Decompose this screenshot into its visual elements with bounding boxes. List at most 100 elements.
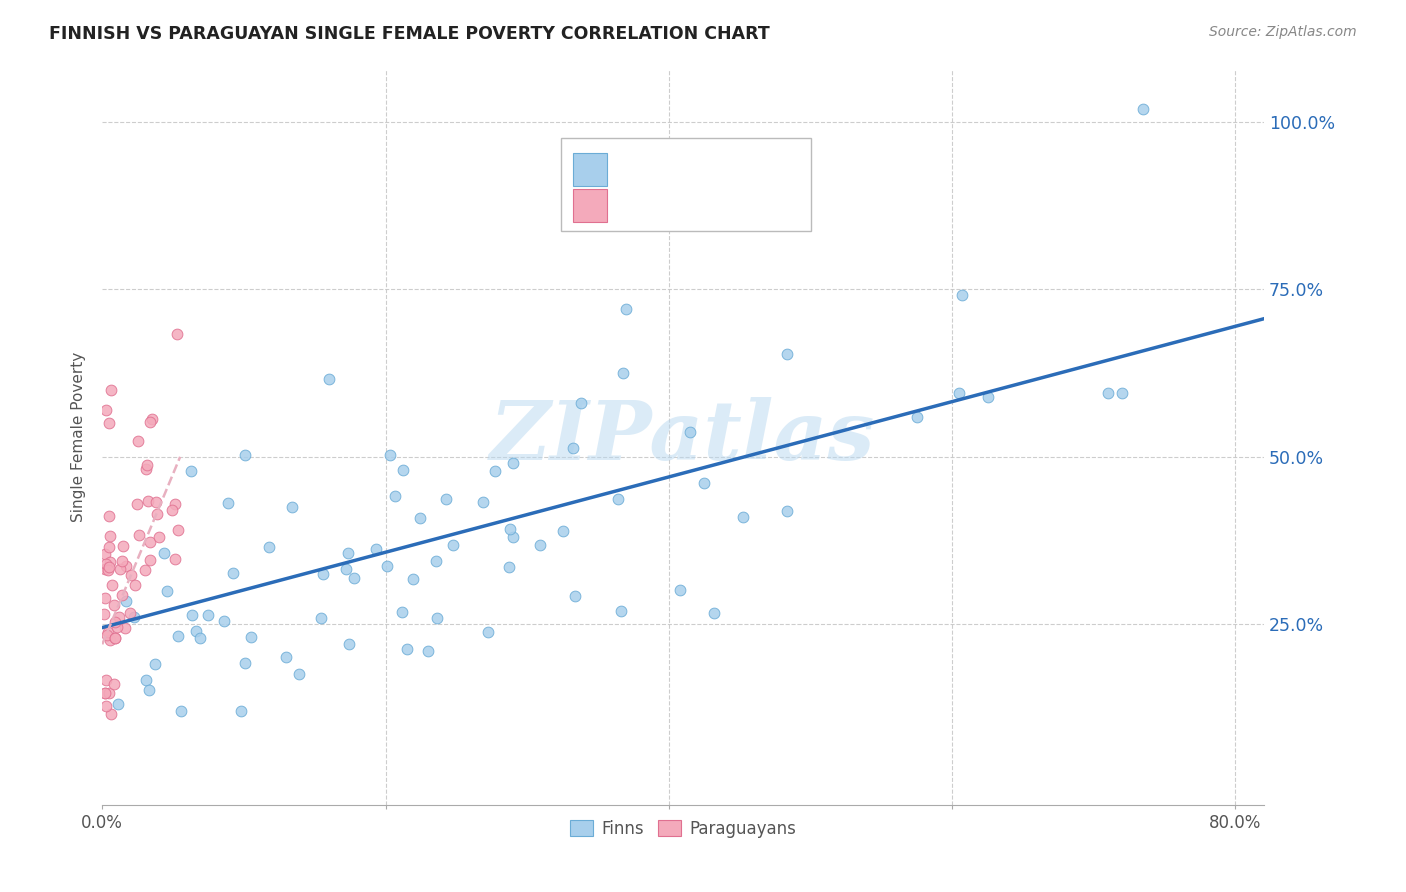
Point [499,522,522,536]
Point [97,563,120,577]
Point [139,415,162,429]
Point [146,508,169,522]
Point [409,511,432,525]
Point [318,372,340,386]
Point [93,562,115,576]
Point [391,605,413,619]
Point [122,610,145,624]
Point [128,528,150,542]
Point [96,673,118,687]
Point [127,434,149,449]
Point [136,458,159,472]
Point [335,562,357,576]
Point [257,540,280,554]
Point [776,503,799,517]
Point [115,593,138,607]
Point [498,560,520,574]
Point [366,541,388,556]
Point [166,629,188,643]
Point [441,538,464,552]
Point [551,524,574,538]
Point [167,523,190,537]
Point [229,704,252,718]
Point [776,347,799,361]
Point [104,615,127,629]
Point [143,657,166,672]
FancyBboxPatch shape [572,153,607,186]
Point [98,528,121,542]
Point [905,409,928,424]
Point [337,546,360,560]
Point [111,539,134,553]
Point [977,390,1000,404]
Point [425,553,447,567]
Point [669,583,692,598]
Point [94,686,117,700]
Point [564,589,586,603]
Point [529,538,551,552]
Point [114,621,136,635]
Point [111,588,134,602]
Point [309,611,332,625]
Point [107,697,129,711]
Point [94,686,117,700]
Point [96,628,118,642]
Text: N = 77: N = 77 [730,157,797,175]
Point [93,607,115,621]
Point [152,546,174,560]
Point [312,567,335,582]
Point [98,555,121,569]
Point [950,288,973,302]
Point [197,607,219,622]
Point [96,698,118,713]
Point [280,500,302,514]
Y-axis label: Single Female Poverty: Single Female Poverty [72,351,86,522]
Point [337,637,360,651]
Point [115,558,138,573]
Point [239,630,262,644]
Point [180,607,202,622]
Point [402,572,425,586]
Point [274,649,297,664]
Point [134,563,156,577]
Text: FINNISH VS PARAGUAYAN SINGLE FEMALE POVERTY CORRELATION CHART: FINNISH VS PARAGUAYAN SINGLE FEMALE POVE… [49,25,770,43]
Point [477,624,499,639]
Point [222,566,245,580]
Point [156,584,179,599]
Point [124,577,146,591]
Text: N = 59: N = 59 [730,193,797,211]
Point [139,534,162,549]
Point [105,620,128,634]
Point [343,570,366,584]
Point [614,302,637,317]
Legend: Finns, Paraguayans: Finns, Paraguayans [564,814,803,845]
Point [94,547,117,561]
Point [104,631,127,645]
Point [502,530,524,544]
Point [100,577,122,591]
Point [136,494,159,508]
Point [392,463,415,477]
Text: R = 0.224: R = 0.224 [617,193,707,211]
Point [607,491,630,506]
Point [98,560,121,574]
Point [610,604,633,618]
Point [98,686,121,700]
Point [214,614,236,628]
Point [141,411,163,425]
Point [103,598,125,612]
Point [233,448,256,462]
Point [118,606,141,620]
Point [1132,102,1154,116]
Point [693,475,716,490]
Point [170,704,193,718]
Point [217,496,239,510]
Point [125,497,148,511]
Point [378,448,401,462]
Point [96,403,118,417]
FancyBboxPatch shape [561,138,811,230]
Point [111,554,134,568]
Point [135,462,157,476]
Point [98,509,121,524]
Point [100,707,122,722]
